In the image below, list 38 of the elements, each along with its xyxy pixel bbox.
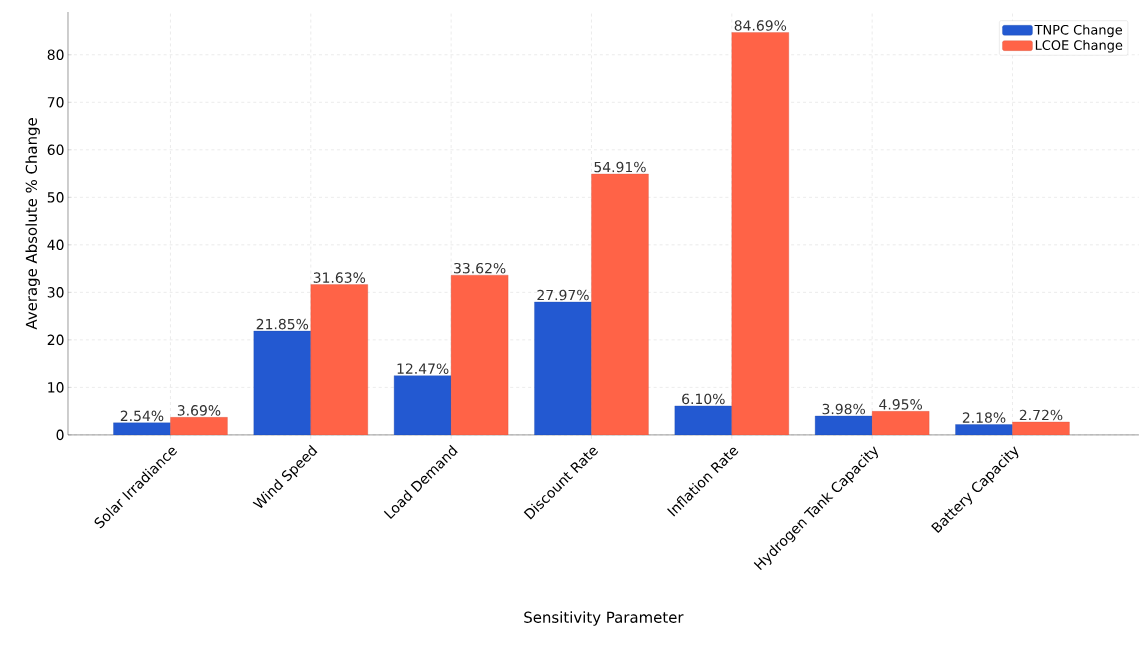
y-tick-label: 20 — [47, 334, 64, 346]
bar — [731, 32, 789, 435]
y-tick-label: 70 — [47, 97, 64, 108]
data-label: 33.62% — [454, 262, 506, 274]
legend-label: TNPC Change — [1034, 24, 1123, 38]
data-label: 3.69% — [177, 405, 221, 416]
bar — [310, 284, 368, 435]
data-label: 12.47% — [397, 363, 449, 375]
y-tick-label: 50 — [47, 192, 64, 203]
data-label: 2.72% — [1019, 409, 1063, 421]
data-label: 2.18% — [962, 412, 1006, 423]
data-label: 84.69% — [734, 20, 787, 31]
y-tick-label: 40 — [47, 239, 64, 251]
bar — [674, 405, 732, 435]
data-label: 21.85% — [256, 318, 309, 330]
y-tick-label: 0 — [56, 429, 64, 441]
data-label: 54.91% — [594, 161, 646, 173]
bar — [591, 173, 649, 435]
bar — [534, 301, 592, 435]
legend-label: LCOE Change — [1035, 40, 1123, 53]
bar — [113, 422, 171, 435]
y-tick-label: 60 — [47, 144, 64, 156]
data-label: 4.95% — [879, 399, 923, 410]
bar — [393, 375, 452, 435]
data-label: 6.10% — [682, 393, 725, 405]
y-tick-label: 80 — [47, 49, 64, 61]
data-label: 3.98% — [822, 403, 866, 415]
data-label: 31.63% — [313, 272, 366, 283]
bar — [450, 275, 509, 435]
y-tick-label: 30 — [47, 287, 64, 298]
bar — [170, 417, 228, 435]
data-label: 2.54% — [120, 410, 164, 422]
y-axis-title: Average Absolute % Change — [25, 118, 40, 330]
bar — [872, 411, 930, 435]
x-axis-title: Sensitivity Parameter — [524, 611, 684, 626]
bar — [253, 331, 311, 435]
y-tick-label: 10 — [48, 382, 64, 393]
data-label: 27.97% — [537, 289, 589, 301]
